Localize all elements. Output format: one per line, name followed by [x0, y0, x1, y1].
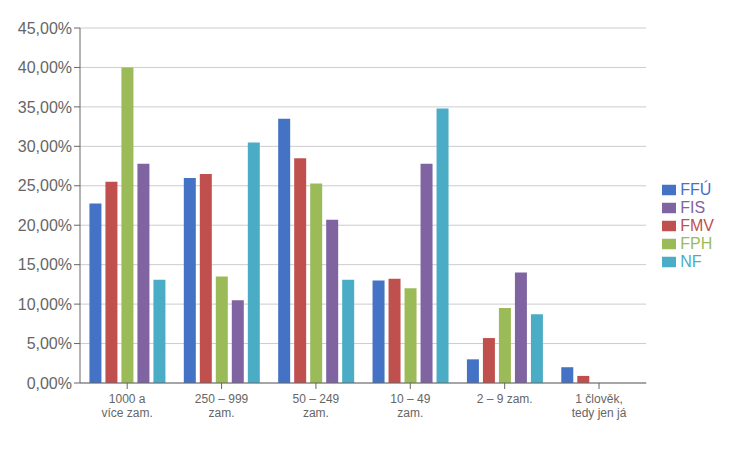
svg-text:15,00%: 15,00% — [18, 256, 72, 273]
html-text:FFÚ: FFÚ — [680, 180, 712, 198]
svg-text:10,00%: 10,00% — [18, 296, 72, 313]
svg-text:0,00%: 0,00% — [27, 375, 72, 392]
svg-text:25,00%: 25,00% — [18, 177, 72, 194]
svg-text:250 – 999zam.: 250 – 999zam. — [195, 392, 249, 420]
html-text:FMV: FMV — [680, 216, 714, 234]
svg-text:2 – 9 zam.: 2 – 9 zam. — [477, 392, 533, 406]
svg-text:5,00%: 5,00% — [27, 335, 72, 352]
svg-text:30,00%: 30,00% — [18, 138, 72, 155]
svg-text:45,00%: 45,00% — [18, 20, 72, 37]
svg-text:10 – 49zam.: 10 – 49zam. — [390, 392, 430, 420]
svg-text:50 – 249zam.: 50 – 249zam. — [293, 392, 340, 420]
svg-text:1 člověk,tedy jen já: 1 člověk,tedy jen já — [572, 392, 627, 420]
html-text:NF: NF — [680, 252, 702, 270]
svg-text:1000 avíce zam.: 1000 avíce zam. — [102, 392, 153, 420]
html-text:FIS: FIS — [680, 198, 706, 216]
html-text:FPH: FPH — [680, 234, 713, 252]
svg-text:35,00%: 35,00% — [18, 99, 72, 116]
svg-text:20,00%: 20,00% — [18, 217, 72, 234]
svg-text:40,00%: 40,00% — [18, 59, 72, 76]
